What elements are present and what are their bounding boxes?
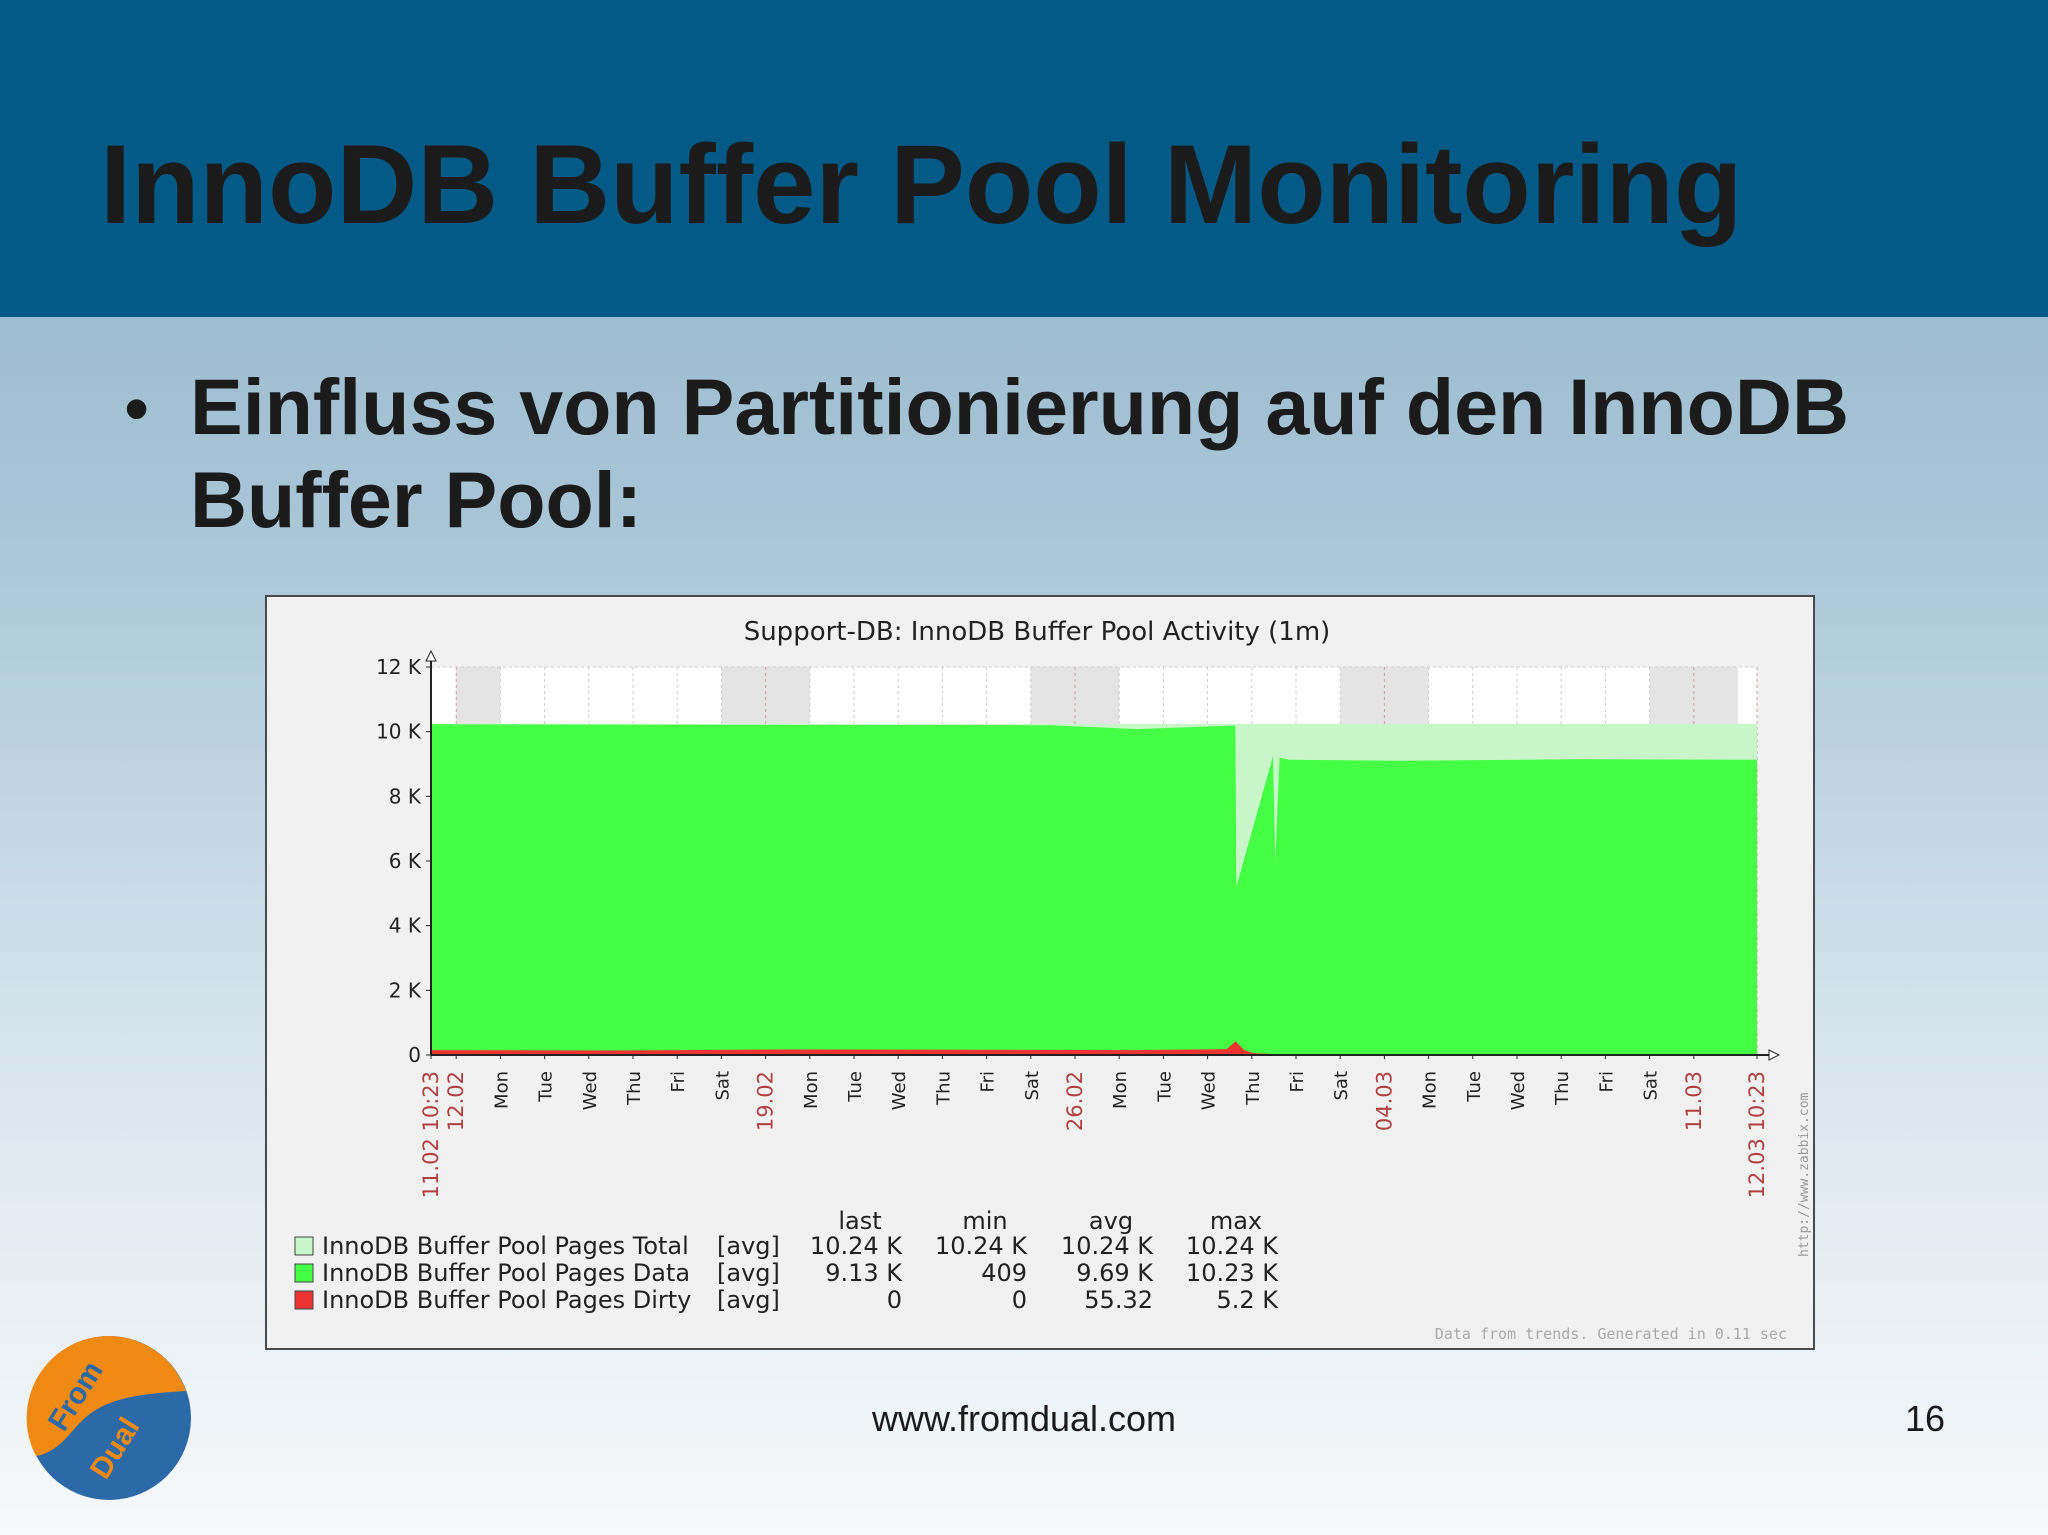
x-tick-labels: 11.02 10:23 12.02 Mon Tue Wed Thu Fri Sat 19.02 M… <box>419 1071 1769 1198</box>
x-tick-label: 26.02 <box>1063 1071 1087 1131</box>
legend-min-dirty: 0 <box>1012 1286 1027 1314</box>
legend-max-dirty: 5.2 K <box>1216 1286 1279 1314</box>
x-tick-label: Thu <box>1552 1071 1573 1106</box>
x-tick-label: Wed <box>889 1071 910 1110</box>
legend-func-data: [avg] <box>717 1259 780 1287</box>
x-tick-label: Thu <box>1243 1071 1264 1106</box>
series-area-data <box>431 724 1757 1055</box>
y-tick-label: 2 K <box>389 978 422 1002</box>
x-tick-label: Tue <box>1154 1071 1175 1103</box>
y-tick-labels: 0 2 K 4 K 6 K 8 K 10 K 12 K <box>376 655 422 1067</box>
legend-header-avg: avg <box>1089 1207 1133 1235</box>
y-tick-label: 8 K <box>389 784 422 808</box>
x-tick-label: 11.02 10:23 <box>419 1071 443 1198</box>
legend-max-total: 10.24 K <box>1186 1232 1279 1260</box>
x-tick-label: Sat <box>1022 1071 1043 1101</box>
bullet-marker: • <box>124 369 150 449</box>
legend-swatch-total <box>294 1236 314 1256</box>
y-tick-label: 6 K <box>389 849 422 873</box>
legend-name-dirty: InnoDB Buffer Pool Pages Dirty <box>322 1286 691 1314</box>
legend-last-dirty: 0 <box>887 1286 902 1314</box>
legend-avg-total: 10.24 K <box>1061 1232 1154 1260</box>
legend-swatch-data <box>294 1263 314 1283</box>
x-tick-label: Wed <box>1199 1071 1220 1110</box>
chart-areas <box>431 723 1757 1055</box>
y-tick-label: 0 <box>408 1043 421 1067</box>
x-axis-arrow <box>1768 1049 1781 1061</box>
zabbix-watermark: http://www.zabbix.com <box>1797 1092 1812 1257</box>
x-tick-label: 04.03 <box>1372 1071 1396 1131</box>
legend-func-total: [avg] <box>717 1232 780 1260</box>
legend-min-data: 409 <box>981 1259 1027 1287</box>
y-tick-label: 4 K <box>389 914 422 938</box>
x-tick-label: Mon <box>1420 1071 1441 1109</box>
legend-max-data: 10.23 K <box>1186 1259 1279 1287</box>
bullet-text: Einfluss von Partitionierung auf den Inn… <box>190 362 1850 544</box>
x-tick-label: Fri <box>1596 1071 1617 1092</box>
legend-header-max: max <box>1210 1207 1262 1235</box>
legend-name-data: InnoDB Buffer Pool Pages Data <box>322 1259 690 1287</box>
legend-avg-dirty: 55.32 <box>1084 1286 1153 1314</box>
x-tick-label: Mon <box>801 1071 822 1109</box>
x-tick-label: Fri <box>978 1071 999 1092</box>
slide-title: InnoDB Buffer Pool Monitoring <box>100 122 1743 247</box>
x-tick-label: Mon <box>1110 1071 1131 1109</box>
footer-url: www.fromdual.com <box>871 1398 1177 1439</box>
page-number: 16 <box>1905 1398 1946 1439</box>
legend-header-last: last <box>838 1207 881 1235</box>
y-tick-label: 10 K <box>376 720 422 744</box>
chart-title: Support-DB: InnoDB Buffer Pool Activity … <box>744 617 1331 647</box>
legend-header-min: min <box>962 1207 1007 1235</box>
legend-avg-data: 9.69 K <box>1076 1259 1154 1287</box>
legend-last-total: 10.24 K <box>810 1232 903 1260</box>
x-tick-label: Sat <box>1331 1071 1352 1101</box>
y-tick-label: 12 K <box>376 655 422 679</box>
x-tick-label: Thu <box>624 1071 645 1106</box>
legend: last min avg max InnoDB Buffer Pool Page… <box>294 1207 1279 1314</box>
chart-footnote: Data from trends. Generated in 0.11 sec <box>1435 1325 1787 1343</box>
x-tick-label: Mon <box>491 1071 512 1109</box>
x-tick-label: Tue <box>845 1071 866 1103</box>
y-axis-arrow <box>425 649 437 662</box>
legend-func-dirty: [avg] <box>717 1286 780 1314</box>
x-tick-label: 19.02 <box>754 1071 778 1131</box>
legend-last-data: 9.13 K <box>825 1259 903 1287</box>
x-tick-label: Wed <box>1508 1071 1529 1110</box>
legend-min-total: 10.24 K <box>935 1232 1028 1260</box>
legend-name-total: InnoDB Buffer Pool Pages Total <box>322 1232 689 1260</box>
series-area-dirty <box>431 1041 1757 1055</box>
legend-swatch-dirty <box>294 1290 314 1310</box>
x-tick-label: Fri <box>1287 1071 1308 1092</box>
x-tick-label: Tue <box>536 1071 557 1103</box>
x-tick-label: Sat <box>712 1071 733 1101</box>
chart-panel: Support-DB: InnoDB Buffer Pool Activity … <box>265 595 1815 1350</box>
x-tick-label: Thu <box>933 1071 954 1106</box>
x-tick-label: 12.03 10:23 <box>1745 1071 1769 1198</box>
chart-axes <box>425 649 1781 1061</box>
x-tick-label: Sat <box>1641 1071 1662 1101</box>
x-tick-label: 12.02 <box>444 1071 468 1131</box>
slide-header <box>0 0 2048 317</box>
x-tick-label: Fri <box>668 1071 689 1092</box>
x-tick-label: Tue <box>1464 1071 1485 1103</box>
chart-svg: Support-DB: InnoDB Buffer Pool Activity … <box>294 617 1812 1343</box>
x-tick-label: Wed <box>580 1071 601 1110</box>
x-tick-label: 11.03 <box>1682 1071 1706 1131</box>
fromdual-logo: From Dual <box>26 1335 191 1500</box>
logo-yin-orange <box>26 1335 186 1456</box>
